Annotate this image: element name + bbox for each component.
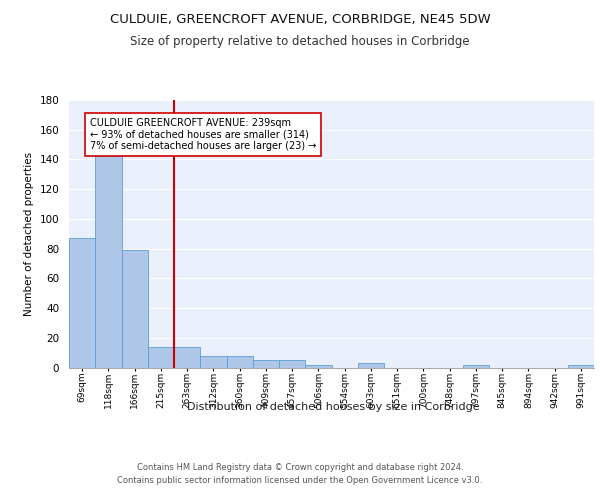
Bar (174, 346, 200, 368)
Text: Distribution of detached houses by size in Corbridge: Distribution of detached houses by size … (187, 402, 479, 412)
Bar (305, 364, 331, 368)
Bar (253, 360, 279, 368)
Y-axis label: Number of detached properties: Number of detached properties (24, 152, 34, 316)
Text: Contains public sector information licensed under the Open Government Licence v3: Contains public sector information licen… (118, 476, 482, 485)
Text: Size of property relative to detached houses in Corbridge: Size of property relative to detached ho… (130, 35, 470, 48)
Bar (200, 356, 227, 368)
Bar (95, 155, 121, 368)
Bar (69, 238, 95, 368)
Bar (568, 364, 594, 368)
Text: Contains HM Land Registry data © Crown copyright and database right 2024.: Contains HM Land Registry data © Crown c… (137, 462, 463, 471)
Bar (121, 250, 148, 368)
Bar (279, 360, 305, 368)
Text: CULDUIE GREENCROFT AVENUE: 239sqm
← 93% of detached houses are smaller (314)
7% : CULDUIE GREENCROFT AVENUE: 239sqm ← 93% … (90, 118, 316, 151)
Bar (358, 363, 384, 368)
Bar (148, 346, 174, 368)
Text: CULDUIE, GREENCROFT AVENUE, CORBRIDGE, NE45 5DW: CULDUIE, GREENCROFT AVENUE, CORBRIDGE, N… (110, 12, 490, 26)
Bar (463, 364, 489, 368)
Bar (227, 356, 253, 368)
